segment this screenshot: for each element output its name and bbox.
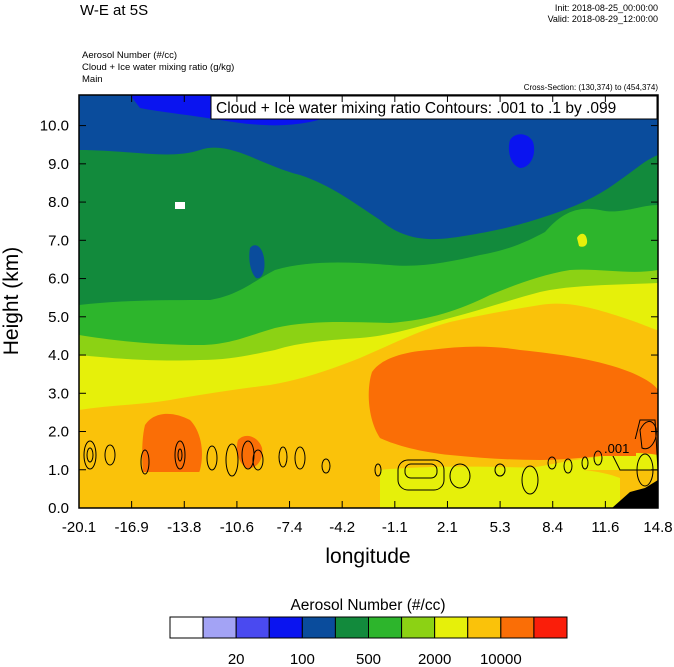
y-tick-label: 2.0 [48, 424, 69, 441]
colorbar-swatch [301, 616, 336, 639]
field-aerosol: Aerosol Number (#/cc) [82, 50, 178, 61]
x-tick-label: 14.8 [643, 519, 672, 536]
band-gold-low [79, 472, 370, 508]
contour [104, 444, 116, 466]
contour-value-label: .001 [604, 441, 629, 456]
y-tick-label: 4.0 [48, 347, 69, 364]
band-yellow-low [380, 466, 620, 508]
y-tick-label: 8.0 [48, 194, 69, 211]
colorbar-swatch [434, 616, 469, 639]
contour-label-box [602, 439, 636, 456]
x-tick-label: 5.3 [490, 519, 511, 536]
contour [321, 458, 331, 474]
time-info: Init: 2018-08-25_00:00:00 Valid: 2018-08… [548, 3, 658, 25]
contour [177, 448, 183, 462]
colorbar-labels: 20 100 500 2000 10000 [228, 651, 522, 667]
colorbar-swatch [202, 616, 237, 639]
x-axis-ticks: -20.1 -16.9 -13.8 -10.6 -7.4 -4.2 -1.1 2.1 5.3 8.… [62, 95, 673, 536]
contour [225, 443, 239, 477]
field-main: Main [82, 74, 103, 85]
colorbar-swatch [533, 616, 568, 639]
colorbar-swatch [368, 616, 403, 639]
x-tick-label: -20.1 [62, 519, 96, 536]
contour [404, 463, 438, 479]
contour [639, 421, 657, 450]
colorbar-swatch [467, 616, 502, 639]
valid-time: Valid: 2018-08-29_12:00:00 [547, 14, 658, 24]
colorbar-tick-label: 10000 [480, 651, 522, 667]
colorbar-swatch [268, 616, 303, 639]
y-tick-label: 1.0 [48, 462, 69, 479]
colorbar-swatch [235, 616, 270, 639]
y-tick-label: 0.0 [48, 500, 69, 517]
colorbar-tick-label: 2000 [418, 651, 451, 667]
contour [521, 465, 539, 495]
colorbar-swatch [401, 616, 436, 639]
y-axis-ticks: 0.0 1.0 2.0 3.0 4.0 5.0 6.0 7.0 8.0 9.0 10.0 [40, 118, 658, 517]
x-tick-label: -1.1 [382, 519, 408, 536]
x-axis-label: longitude [325, 545, 410, 568]
x-tick-label: 11.6 [591, 519, 619, 536]
contour [449, 463, 471, 489]
field-cloud: Cloud + Ice water mixing ratio (g/kg) [82, 62, 235, 73]
colorbar-swatch [500, 616, 535, 639]
x-tick-label: 8.4 [542, 519, 563, 536]
x-tick-label: -13.8 [167, 519, 201, 536]
contour [140, 449, 150, 475]
contour-legend-box [210, 95, 658, 120]
x-tick-label: -10.6 [220, 519, 254, 536]
field-descriptions: Aerosol Number (#/cc) Cloud + Ice water … [82, 50, 234, 86]
plot-frame [78, 94, 659, 509]
contour [593, 450, 603, 466]
contour [581, 456, 589, 470]
patch-white [175, 202, 185, 209]
y-tick-label: 10.0 [40, 118, 69, 135]
y-tick-label: 7.0 [48, 232, 69, 249]
y-tick-label: 9.0 [48, 156, 69, 173]
patch-black [612, 480, 658, 508]
contour [252, 449, 264, 471]
x-tick-label: -4.2 [329, 519, 355, 536]
colorbar-swatch [334, 616, 369, 639]
colorbar-swatch [169, 616, 204, 639]
patch-bright-blue-right [508, 134, 535, 168]
x-tick-label: -7.4 [277, 519, 303, 536]
contour [206, 445, 218, 471]
colorbar-tick-label: 100 [290, 651, 315, 667]
colorbar-title: Aerosol Number (#/cc) [290, 597, 445, 614]
contour [294, 446, 306, 470]
contour [174, 440, 186, 470]
x-tick-label: -16.9 [115, 519, 149, 536]
colorbar-tick-label: 500 [356, 651, 381, 667]
init-time: Init: 2018-08-25_00:00:00 [554, 3, 658, 13]
colorbar-tick-label: 20 [228, 651, 245, 667]
x-tick-label: 2.1 [437, 519, 458, 536]
contour [86, 447, 94, 463]
contour [83, 440, 97, 470]
contour [278, 446, 288, 468]
plot-title: W-E at 5S [80, 2, 149, 19]
heatmap-field: .001 [79, 95, 658, 508]
band-orange [368, 346, 658, 460]
band-orange-left2 [236, 435, 263, 469]
contour [563, 458, 573, 474]
contour [374, 463, 382, 477]
colorbar [169, 616, 568, 639]
contour-legend-text: Cloud + Ice water mixing ratio Contours:… [216, 100, 616, 117]
y-tick-label: 5.0 [48, 309, 69, 326]
patch-yellow-small [577, 233, 588, 247]
contour [494, 463, 506, 477]
patch-blue-left [249, 245, 265, 279]
y-axis-label: Height (km) [0, 247, 23, 356]
contour [547, 456, 557, 470]
contour [397, 459, 445, 491]
y-tick-label: 3.0 [48, 385, 69, 402]
cross-section-label: Cross-Section: (130,374) to (454,374) [523, 83, 658, 92]
y-tick-label: 6.0 [48, 271, 69, 288]
